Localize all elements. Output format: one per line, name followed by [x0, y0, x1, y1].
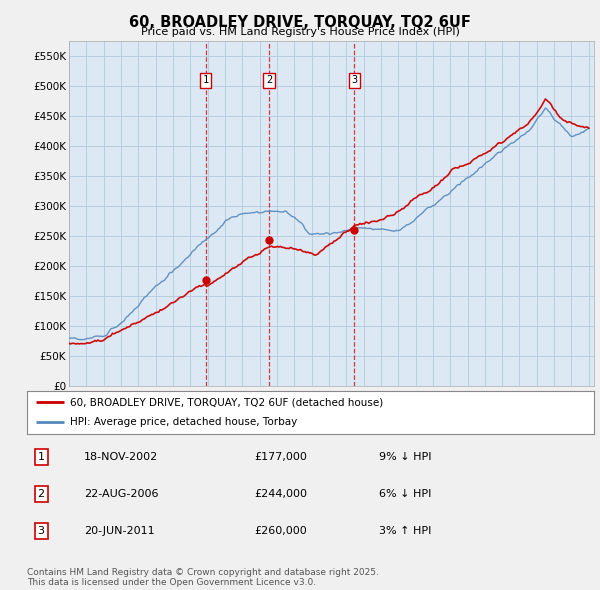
- Text: Price paid vs. HM Land Registry's House Price Index (HPI): Price paid vs. HM Land Registry's House …: [140, 27, 460, 37]
- Text: 1: 1: [38, 452, 44, 462]
- Text: 3% ↑ HPI: 3% ↑ HPI: [379, 526, 431, 536]
- Text: 2: 2: [38, 489, 45, 499]
- Text: 2: 2: [266, 76, 272, 86]
- Text: HPI: Average price, detached house, Torbay: HPI: Average price, detached house, Torb…: [70, 417, 297, 427]
- Text: £260,000: £260,000: [254, 526, 307, 536]
- Text: 60, BROADLEY DRIVE, TORQUAY, TQ2 6UF: 60, BROADLEY DRIVE, TORQUAY, TQ2 6UF: [129, 15, 471, 30]
- Text: 20-JUN-2011: 20-JUN-2011: [84, 526, 154, 536]
- Text: £244,000: £244,000: [254, 489, 307, 499]
- Text: 1: 1: [202, 76, 209, 86]
- Text: 18-NOV-2002: 18-NOV-2002: [84, 452, 158, 462]
- Text: Contains HM Land Registry data © Crown copyright and database right 2025.
This d: Contains HM Land Registry data © Crown c…: [27, 568, 379, 587]
- Text: 60, BROADLEY DRIVE, TORQUAY, TQ2 6UF (detached house): 60, BROADLEY DRIVE, TORQUAY, TQ2 6UF (de…: [70, 397, 383, 407]
- Text: 9% ↓ HPI: 9% ↓ HPI: [379, 452, 431, 462]
- Text: £177,000: £177,000: [254, 452, 307, 462]
- Text: 3: 3: [351, 76, 358, 86]
- Text: 22-AUG-2006: 22-AUG-2006: [84, 489, 158, 499]
- Text: 3: 3: [38, 526, 44, 536]
- Text: 6% ↓ HPI: 6% ↓ HPI: [379, 489, 431, 499]
